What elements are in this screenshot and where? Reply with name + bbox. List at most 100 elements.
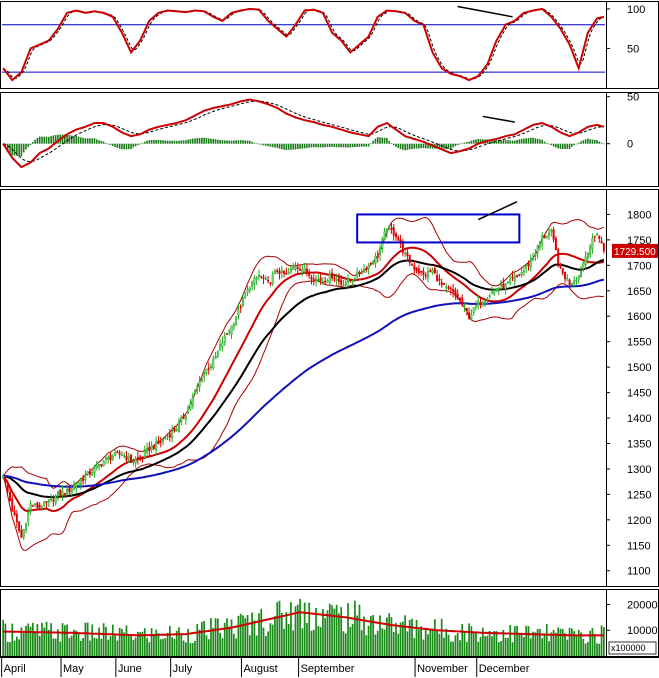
volume-bar: [162, 638, 164, 656]
candle-body: [577, 275, 580, 279]
candle-body: [593, 235, 596, 238]
macd-histogram-bar: [598, 141, 601, 144]
volume-bar: [54, 638, 57, 656]
candle-body: [358, 272, 361, 275]
candle-body: [452, 289, 455, 292]
volume-bar: [539, 628, 541, 656]
volume-bar: [253, 620, 256, 656]
candle-body: [518, 274, 521, 276]
macd-histogram-bar: [532, 137, 534, 144]
volume-bar: [15, 636, 18, 656]
candle-body: [52, 499, 55, 502]
volume-bar: [408, 620, 411, 656]
volume-bar: [543, 634, 546, 656]
candle-body: [20, 529, 23, 538]
candle-body: [365, 268, 368, 271]
candle-body: [18, 521, 21, 531]
candle-body: [283, 270, 286, 274]
volume-bar: [79, 640, 82, 656]
volume-bar: [575, 636, 578, 656]
macd-histogram-bar: [324, 143, 326, 148]
macd-histogram-bar: [226, 140, 228, 144]
macd-histogram-bar: [395, 143, 397, 147]
volume-bar: [390, 617, 393, 656]
macd-histogram-bar: [589, 139, 591, 144]
volume-bar: [301, 628, 304, 656]
stochastic-d-line: [2, 8, 605, 80]
macd-histogram-bar: [406, 143, 409, 150]
macd-histogram-bar: [447, 143, 450, 149]
candle-body: [495, 288, 498, 292]
macd-histogram-bar: [93, 138, 96, 144]
volume-bar: [278, 600, 281, 656]
macd-histogram-bar: [299, 143, 301, 149]
candle-body: [440, 282, 443, 286]
candle-body: [255, 277, 258, 280]
macd-histogram-bar: [422, 143, 425, 149]
macd-histogram-bar: [564, 143, 566, 149]
candle-body: [216, 350, 219, 357]
volume-bar: [338, 613, 340, 656]
candle-body: [77, 482, 80, 486]
macd-histogram-bar: [221, 140, 224, 144]
volume-bar: [454, 635, 457, 656]
candle-body: [474, 305, 477, 308]
candle-body: [561, 268, 564, 274]
volume-bar: [507, 637, 509, 656]
candle-body: [120, 454, 123, 456]
macd-histogram-bar: [118, 143, 121, 149]
volume-bar: [6, 641, 9, 656]
month-label: August: [243, 663, 277, 675]
candle-body: [586, 252, 589, 259]
volume-bar: [82, 637, 84, 656]
volume-bar: [347, 603, 349, 656]
candle-body: [98, 463, 101, 468]
macd-histogram-bar: [500, 140, 502, 144]
candle-body: [180, 417, 183, 423]
macd-histogram-bar: [335, 143, 338, 148]
macd-signal-line: [2, 100, 604, 163]
volume-bar: [173, 639, 176, 656]
volume-bar: [308, 602, 311, 656]
macd-histogram-bar: [404, 143, 406, 151]
macd-histogram-bar: [600, 142, 603, 144]
candle-body: [175, 429, 178, 432]
macd-histogram-bar: [504, 140, 507, 144]
candle-body: [136, 456, 139, 460]
volume-bar: [600, 625, 603, 656]
price-tick-label: 1150: [627, 540, 651, 552]
macd-histogram-bar: [244, 140, 247, 144]
macd-histogram-bar: [497, 140, 500, 144]
candle-body: [319, 277, 322, 282]
volume-bar: [470, 626, 473, 656]
macd-histogram-bar: [356, 143, 358, 147]
candle-body: [536, 245, 539, 254]
candle-body: [198, 381, 201, 388]
macd-histogram-bar: [475, 139, 477, 144]
volume-bar: [146, 637, 148, 656]
volume-bar: [285, 612, 288, 656]
volume-bar: [283, 628, 285, 656]
candle-body: [570, 282, 573, 286]
candle-body: [178, 422, 181, 432]
macd-histogram-bar: [203, 137, 205, 144]
macd-histogram-bar: [228, 140, 231, 144]
macd-histogram-bar: [258, 143, 260, 145]
month-label: September: [301, 663, 355, 675]
volume-bar: [294, 606, 297, 656]
macd-histogram-bar: [36, 137, 39, 144]
price-tick-label: 1200: [627, 515, 651, 527]
candle-body: [223, 335, 226, 344]
volume-bar: [232, 633, 235, 656]
macd-histogram-bar: [212, 138, 215, 144]
macd-tick-label: 0: [627, 139, 633, 151]
volume-bar: [363, 616, 365, 656]
volume-bar: [189, 642, 192, 656]
candle-body: [123, 455, 126, 457]
macd-histogram-bar: [34, 139, 36, 144]
candle-body: [61, 491, 64, 496]
candle-body: [251, 281, 254, 287]
stochastic-k-line: [2, 7, 605, 82]
volume-bar: [523, 637, 525, 656]
